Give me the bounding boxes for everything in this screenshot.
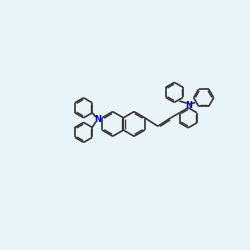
Text: N: N [185, 101, 192, 110]
Text: N: N [94, 115, 101, 124]
